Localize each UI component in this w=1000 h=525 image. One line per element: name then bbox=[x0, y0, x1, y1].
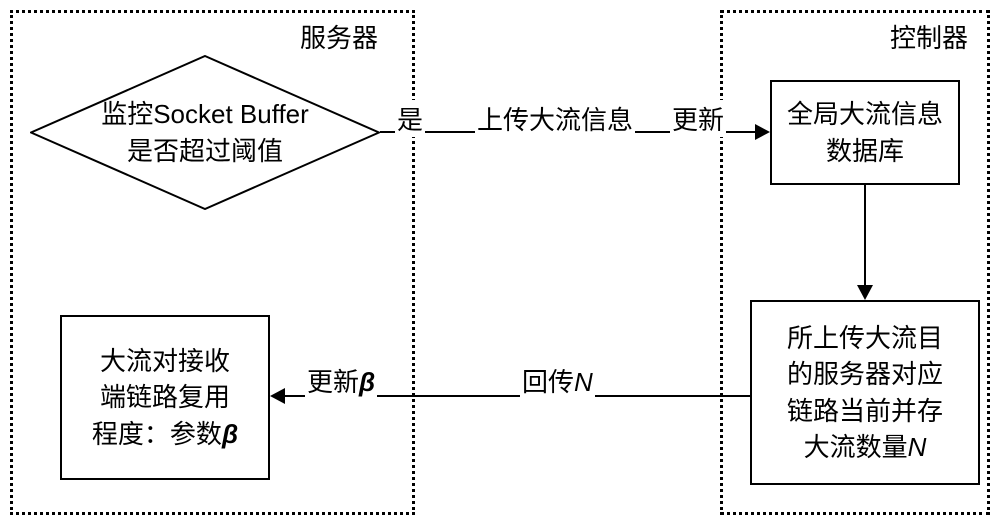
controller-label: 控制器 bbox=[890, 18, 968, 55]
label-upload: 上传大流信息 bbox=[475, 100, 635, 137]
server-label: 服务器 bbox=[300, 18, 378, 55]
label-yes: 是 bbox=[395, 100, 425, 137]
label-update: 更新 bbox=[670, 100, 726, 137]
arrow-db-to-n-head bbox=[857, 285, 873, 300]
beta-box: 大流对接收 端链路复用 程度：参数β bbox=[60, 315, 270, 480]
n-box: 所上传大流目 的服务器对应 链路当前并存 大流数量N bbox=[750, 300, 980, 485]
arrow-diamond-to-db-head bbox=[755, 124, 770, 140]
label-return-n: 回传N bbox=[520, 362, 595, 399]
arrow-db-to-n bbox=[864, 185, 866, 288]
arrow-n-to-beta-head bbox=[270, 388, 285, 404]
label-update-beta: 更新β bbox=[305, 362, 377, 399]
db-box: 全局大流信息 数据库 bbox=[770, 80, 960, 185]
decision-diamond: 监控Socket Buffer 是否超过阈值 bbox=[30, 55, 380, 210]
diamond-text: 监控Socket Buffer 是否超过阈值 bbox=[30, 55, 380, 210]
